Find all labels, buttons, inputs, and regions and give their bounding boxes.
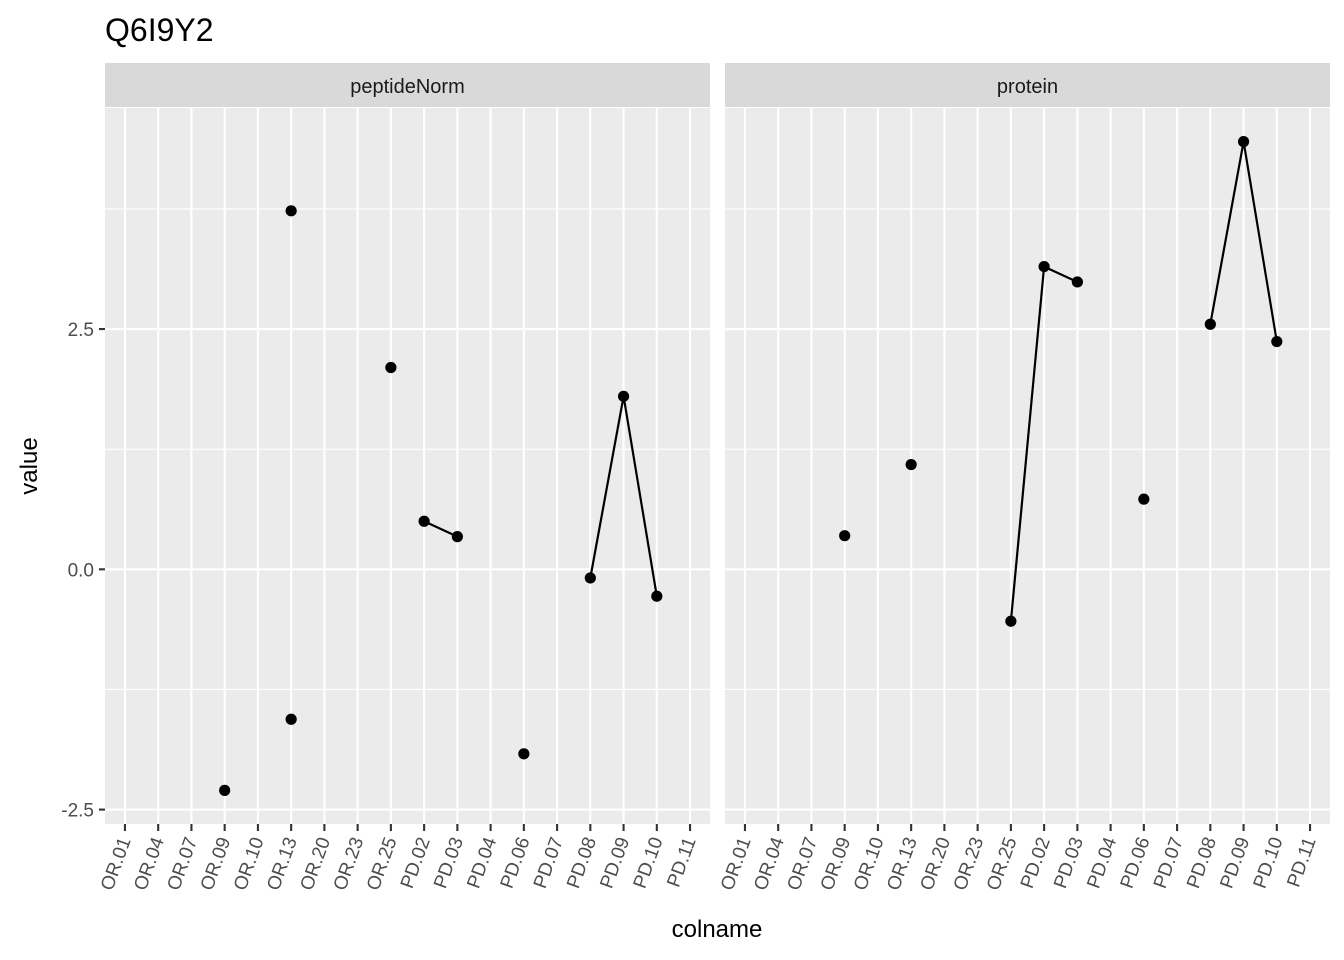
facet-strip	[105, 63, 710, 107]
data-point	[839, 530, 851, 542]
x-tick-label: OR.09	[817, 835, 856, 894]
facet-panel-peptideNorm: peptideNormOR.01OR.04OR.07OR.09OR.10OR.1…	[97, 63, 710, 893]
data-point	[451, 531, 463, 543]
x-tick-label: PD.08	[563, 835, 601, 892]
data-point	[905, 458, 917, 471]
x-tick-label: PD.04	[1084, 834, 1122, 891]
panel-background	[105, 108, 710, 824]
x-tick-label: OR.25	[363, 835, 402, 894]
x-tick-label: PD.06	[1117, 835, 1155, 892]
x-tick-label: OR.10	[230, 835, 269, 894]
facet-strip-label: peptideNorm	[350, 76, 465, 98]
data-point	[285, 713, 297, 725]
x-tick-label: PD.06	[497, 835, 535, 892]
data-point	[651, 590, 663, 602]
x-tick-label: OR.20	[917, 835, 956, 894]
data-point	[219, 784, 231, 796]
y-tick-label: 2.5	[68, 320, 94, 341]
x-tick-label: OR.10	[850, 835, 889, 894]
x-tick-label: OR.13	[883, 835, 922, 894]
plot-title: Q6I9Y2	[105, 12, 214, 48]
x-tick-label: OR.23	[950, 835, 989, 894]
data-point	[285, 205, 297, 217]
x-tick-label: PD.03	[430, 835, 468, 892]
data-point	[1138, 493, 1150, 505]
x-tick-label: PD.11	[663, 835, 700, 890]
data-point	[584, 572, 596, 584]
x-tick-label: OR.07	[784, 835, 823, 894]
chart-body: -2.50.02.5peptideNormOR.01OR.04OR.07OR.0…	[61, 63, 1330, 893]
panel-background	[725, 108, 1330, 824]
x-tick-label: OR.01	[97, 835, 136, 894]
x-tick-label: OR.20	[297, 835, 336, 894]
x-tick-label: OR.01	[717, 835, 756, 894]
x-tick-label: PD.07	[1150, 835, 1188, 892]
x-tick-label: OR.13	[263, 835, 302, 894]
x-tick-label: PD.02	[1017, 835, 1055, 892]
facet-strip-label: protein	[997, 76, 1058, 98]
y-axis-title: value	[16, 437, 43, 494]
data-point	[617, 390, 630, 402]
y-tick-label: -2.5	[61, 801, 94, 822]
x-tick-label: PD.11	[1283, 835, 1320, 890]
facet-strip	[725, 63, 1330, 107]
x-tick-label: OR.07	[164, 835, 203, 894]
data-point	[1038, 260, 1050, 273]
x-tick-label: PD.10	[1250, 835, 1288, 892]
x-axis-title: colname	[672, 916, 763, 943]
facet-panel-protein: proteinOR.01OR.04OR.07OR.09OR.10OR.13OR.…	[717, 63, 1330, 893]
series-line	[423, 520, 458, 538]
x-tick-label: PD.10	[630, 835, 668, 892]
data-point	[518, 748, 530, 760]
data-point	[385, 361, 397, 374]
x-tick-label: PD.08	[1183, 835, 1221, 892]
data-point	[1237, 136, 1250, 148]
data-point	[1005, 615, 1017, 627]
x-tick-label: PD.07	[530, 835, 568, 892]
x-tick-label: PD.09	[1216, 835, 1254, 892]
data-point	[1271, 335, 1283, 348]
x-tick-label: OR.09	[197, 835, 236, 894]
x-tick-label: PD.04	[464, 834, 502, 891]
data-point	[1204, 318, 1216, 330]
x-tick-label: PD.02	[397, 835, 435, 892]
data-point	[418, 515, 430, 527]
x-tick-label: OR.23	[330, 835, 369, 894]
x-tick-label: PD.03	[1050, 835, 1088, 892]
data-point	[1071, 276, 1083, 288]
x-tick-label: OR.25	[983, 835, 1022, 894]
y-tick-label: 0.0	[68, 560, 94, 581]
x-tick-label: PD.09	[596, 835, 634, 892]
